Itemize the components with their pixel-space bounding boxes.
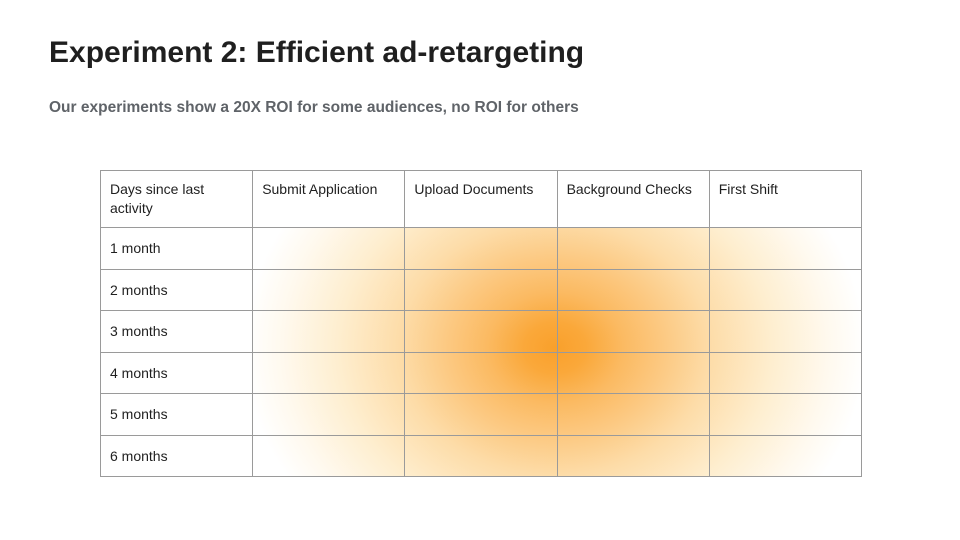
heat-cell bbox=[252, 227, 406, 270]
heat-cell bbox=[708, 393, 862, 436]
heat-cell bbox=[708, 268, 862, 311]
column-header-submit-application: Submit Application bbox=[252, 170, 406, 228]
heat-cell bbox=[252, 268, 406, 311]
row-label-1-month: 1 month bbox=[99, 227, 254, 270]
heat-cell bbox=[708, 227, 862, 270]
column-header-first-shift: First Shift bbox=[708, 170, 862, 228]
heat-cell bbox=[404, 268, 558, 311]
row-label-3-months: 3 months bbox=[99, 310, 254, 353]
table-row-3-months: 3 months bbox=[99, 310, 862, 353]
heat-cell bbox=[708, 351, 862, 394]
heat-cell bbox=[252, 393, 406, 436]
table-row-4-months: 4 months bbox=[99, 351, 862, 394]
heat-cell bbox=[252, 434, 406, 477]
row-label-5-months: 5 months bbox=[99, 393, 254, 436]
retargeting-heatmap-table: Days since last activity Submit Applicat… bbox=[99, 170, 862, 477]
heat-cell bbox=[708, 434, 862, 477]
column-header-days-since-last-activity: Days since last activity bbox=[99, 170, 254, 228]
row-label-6-months: 6 months bbox=[99, 434, 254, 477]
heat-cell bbox=[404, 434, 558, 477]
row-label-2-months: 2 months bbox=[99, 268, 254, 311]
heat-cell bbox=[252, 310, 406, 353]
page-title: Experiment 2: Efficient ad-retargeting bbox=[49, 36, 585, 69]
heat-cell bbox=[556, 268, 710, 311]
heat-cell bbox=[708, 310, 862, 353]
heat-cell bbox=[252, 351, 406, 394]
heat-cell bbox=[556, 351, 710, 394]
heat-cell bbox=[556, 393, 710, 436]
heat-cell bbox=[556, 227, 710, 270]
table-row-6-months: 6 months bbox=[99, 434, 862, 477]
heat-cell bbox=[404, 393, 558, 436]
heat-cell bbox=[556, 310, 710, 353]
table-row-1-month: 1 month bbox=[99, 227, 862, 270]
header-row: Days since last activity Submit Applicat… bbox=[99, 170, 862, 228]
heat-cell bbox=[404, 351, 558, 394]
table-row-2-months: 2 months bbox=[99, 268, 862, 311]
table-row-5-months: 5 months bbox=[99, 393, 862, 436]
heat-cell bbox=[556, 434, 710, 477]
row-label-4-months: 4 months bbox=[99, 351, 254, 394]
heat-cell bbox=[404, 310, 558, 353]
heat-cell bbox=[404, 227, 558, 270]
column-header-upload-documents: Upload Documents bbox=[404, 170, 558, 228]
subtitle: Our experiments show a 20X ROI for some … bbox=[49, 99, 579, 116]
heatmap-table-container: Days since last activity Submit Applicat… bbox=[99, 170, 862, 477]
column-header-background-checks: Background Checks bbox=[556, 170, 710, 228]
